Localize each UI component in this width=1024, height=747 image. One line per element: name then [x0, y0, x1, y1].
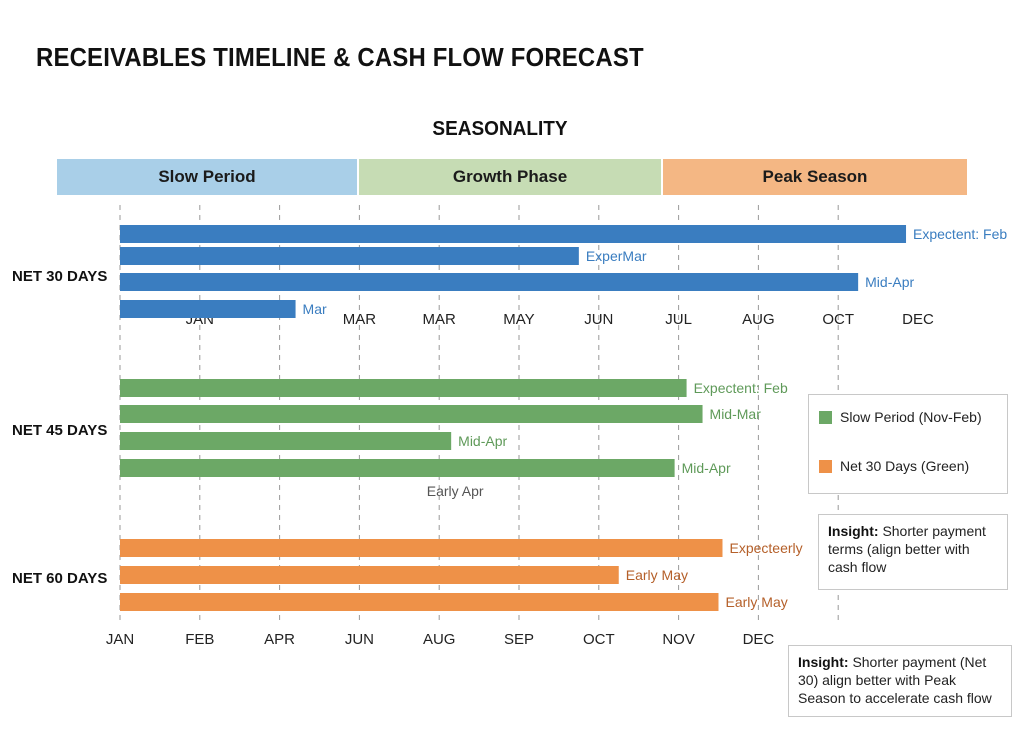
- legend-swatch-orange: [819, 459, 832, 473]
- axis-tick-label: OCT: [822, 311, 854, 328]
- axis-tick-label: JUN: [345, 631, 374, 648]
- timeline-bar: [120, 432, 452, 450]
- axis-tick-label: NOV: [662, 631, 695, 648]
- season-band-peak-season: Peak Season: [663, 159, 967, 195]
- timeline-bar: [120, 379, 687, 397]
- category-label: NET 45 DAYS: [12, 422, 107, 439]
- timeline-bar: [120, 273, 859, 291]
- bar-label: Early May: [626, 567, 688, 583]
- season-band-slow-period: Slow Period: [57, 159, 359, 195]
- timeline-bar: [120, 247, 579, 265]
- axis-tick-label: DEC: [743, 631, 775, 648]
- bar-label: Mid-Mar: [710, 406, 762, 422]
- timeline-bar: [120, 300, 296, 318]
- timeline-bar: [120, 405, 703, 423]
- legend-item-net-30: Net 30 Days (Green): [819, 458, 969, 474]
- axis-tick-label: MAY: [503, 311, 534, 328]
- season-band-growth-phase: Growth Phase: [359, 159, 663, 195]
- axis-tick-label: MAR: [423, 311, 457, 328]
- bar-label: Mid-Apr: [458, 433, 507, 449]
- insight-heading: Insight:: [828, 523, 879, 539]
- bar-label: ExperMar: [586, 248, 647, 264]
- axis-tick-label: JUN: [584, 311, 613, 328]
- category-label: NET 30 DAYS: [12, 268, 107, 285]
- bar-label: Early May: [726, 594, 788, 610]
- timeline-bar: [120, 225, 619, 243]
- legend-item-slow-period: Slow Period (Nov-Feb): [819, 409, 982, 425]
- axis-tick-label: APR: [264, 631, 295, 648]
- axis-tick-label: DEC: [902, 311, 934, 328]
- chart-title: RECEIVABLES TIMELINE & CASH FLOW FORECAS…: [36, 42, 644, 72]
- timeline-bar: [120, 566, 619, 584]
- season-label-peak-season: Peak Season: [762, 167, 868, 186]
- bar-label: Mid-Apr: [865, 274, 914, 290]
- category-label: NET 60 DAYS: [12, 570, 107, 587]
- bar-label: Mar: [303, 301, 327, 317]
- season-label-growth-phase: Growth Phase: [452, 167, 568, 186]
- timeline-bar: [598, 225, 907, 243]
- insight-heading: Insight:: [798, 654, 849, 670]
- insight-box-peak-season: Insight: Shorter payment (Net 30) align …: [788, 645, 1012, 717]
- axis-tick-label: AUG: [423, 631, 456, 648]
- timeline-bar: [120, 459, 675, 477]
- bar-label: Expectent: Feb: [694, 380, 788, 396]
- axis-tick-label: SEP: [504, 631, 534, 648]
- season-label-slow-period: Slow Period: [158, 167, 256, 186]
- axis-tick-label: AUG: [742, 311, 775, 328]
- legend-label-slow-period: Slow Period (Nov-Feb): [840, 409, 982, 425]
- axis-tick-label: OCT: [583, 631, 615, 648]
- seasonality-title: SEASONALITY: [432, 118, 568, 140]
- insight-box-payment-terms: Insight: Shorter payment terms (align be…: [818, 514, 1008, 590]
- legend-swatch-green: [819, 410, 832, 424]
- axis-tick-label: JUL: [665, 311, 692, 328]
- timeline-bar: [120, 539, 723, 557]
- insight-text: Shorter payment terms (align better with…: [828, 523, 986, 575]
- insight-text: Shorter payment (Net 30) align better wi…: [798, 654, 992, 706]
- bar-note: Early Apr: [427, 483, 484, 499]
- bar-label: Expectent: Feb: [913, 226, 1007, 242]
- legend-box: Slow Period (Nov-Feb) Net 30 Days (Green…: [808, 394, 1008, 494]
- timeline-bar: [120, 593, 719, 611]
- axis-tick-label: MAR: [343, 311, 377, 328]
- bar-label: Expecteerly: [729, 540, 802, 556]
- axis-tick-label: FEB: [185, 631, 214, 648]
- legend-label-net-30: Net 30 Days (Green): [840, 458, 970, 474]
- bar-label: Mid-Apr: [682, 460, 731, 476]
- axis-tick-label: JAN: [106, 631, 134, 648]
